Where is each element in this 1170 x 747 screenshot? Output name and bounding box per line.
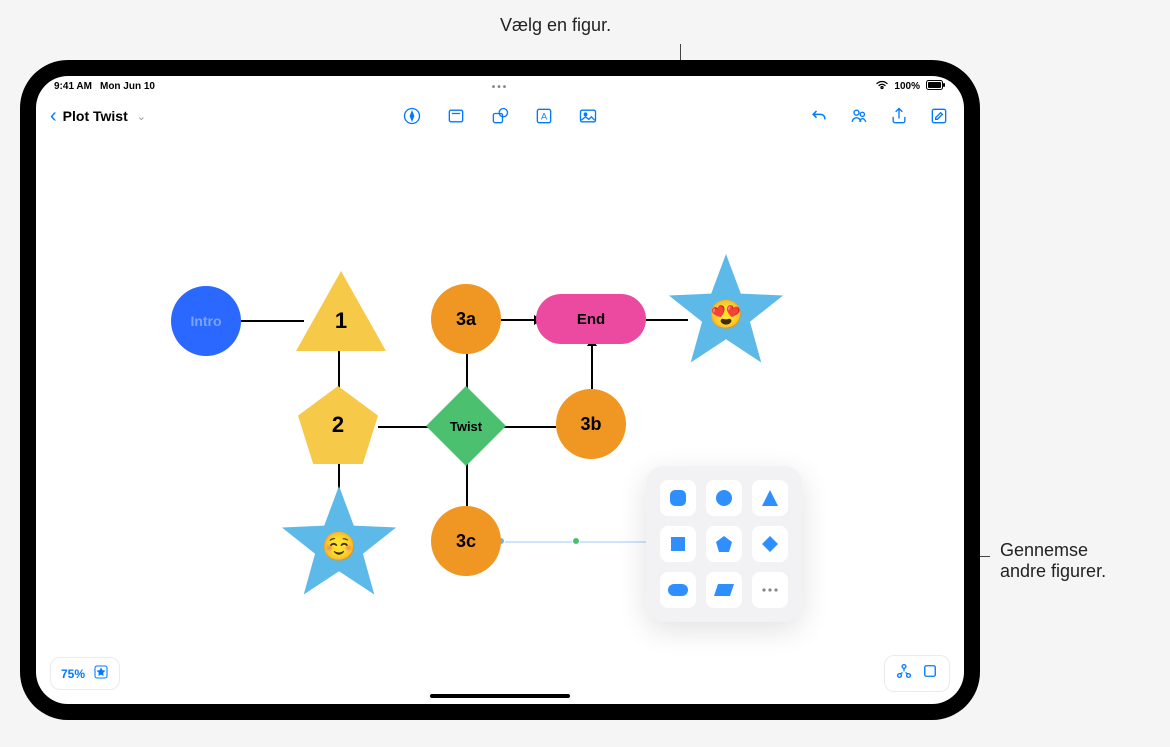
node-label: 1 [335, 308, 347, 334]
node-intro[interactable]: Intro [171, 286, 241, 356]
node-n3a[interactable]: 3a [431, 284, 501, 354]
edge[interactable] [466, 354, 468, 388]
edge[interactable] [591, 344, 593, 389]
node-twist[interactable]: Twist [426, 386, 506, 466]
node-star1[interactable]: 😍 [666, 254, 786, 374]
node-label: 3c [456, 531, 476, 552]
node-label: 3b [580, 414, 601, 435]
picker-pentagon[interactable] [706, 526, 742, 562]
status-time: 9:41 AM [54, 81, 92, 92]
node-n2[interactable]: 2 [298, 386, 378, 464]
node-n1[interactable]: 1 [296, 271, 386, 351]
battery-icon [926, 80, 946, 93]
node-label: ☺️ [322, 530, 357, 563]
picker-square[interactable] [660, 526, 696, 562]
status-bar: 9:41 AM Mon Jun 10 ••• 100% [36, 76, 964, 96]
undo-icon[interactable] [808, 105, 830, 127]
node-label: 😍 [709, 298, 744, 331]
node-label: Intro [190, 313, 221, 329]
callout-right: Gennemse andre figurer. [1000, 540, 1106, 582]
callout-right-line2: andre figurer. [1000, 561, 1106, 582]
callout-right-line1: Gennemse [1000, 540, 1106, 561]
shape-tool-icon[interactable] [489, 105, 511, 127]
top-toolbar: ‹ Plot Twist ⌄ A [36, 96, 964, 136]
selection-handle[interactable] [572, 537, 580, 545]
wifi-icon [876, 80, 888, 93]
picker-rounded-square[interactable] [660, 480, 696, 516]
canvas[interactable]: Intro 1 2 Twist 3a 3b 3c End 😍 ☺️ [36, 136, 964, 664]
node-n3c[interactable]: 3c [431, 506, 501, 576]
callout-top: Vælg en figur. [500, 15, 611, 36]
connection-mode-icon[interactable] [895, 662, 913, 685]
zoom-control[interactable]: 75% [50, 657, 120, 690]
edge[interactable] [504, 426, 556, 428]
back-button[interactable]: ‹ [50, 105, 57, 128]
picker-parallelogram[interactable] [706, 572, 742, 608]
collaborate-icon[interactable] [848, 105, 870, 127]
share-icon[interactable] [888, 105, 910, 127]
edge[interactable] [378, 426, 428, 428]
selection-mode-icon[interactable] [921, 662, 939, 685]
picker-diamond[interactable] [752, 526, 788, 562]
edge[interactable] [466, 464, 468, 506]
node-end[interactable]: End [536, 294, 646, 344]
document-title[interactable]: Plot Twist [63, 108, 128, 124]
ipad-frame: 9:41 AM Mon Jun 10 ••• 100% ‹ Plot Twist… [20, 60, 980, 720]
edge[interactable] [501, 319, 536, 321]
media-tool-icon[interactable] [577, 105, 599, 127]
pen-tool-icon[interactable] [401, 105, 423, 127]
title-chevron-icon[interactable]: ⌄ [137, 110, 146, 123]
picker-more[interactable] [752, 572, 788, 608]
home-indicator[interactable] [430, 694, 570, 698]
svg-text:A: A [541, 111, 548, 121]
battery-text: 100% [894, 81, 920, 92]
node-star2[interactable]: ☺️ [279, 486, 399, 606]
bottom-bar: 75% [50, 655, 950, 692]
ipad-screen: 9:41 AM Mon Jun 10 ••• 100% ‹ Plot Twist… [36, 76, 964, 704]
shape-picker [646, 466, 802, 622]
edge[interactable] [241, 320, 304, 322]
status-date: Mon Jun 10 [100, 81, 155, 92]
node-label: Twist [450, 419, 482, 434]
picker-pill[interactable] [660, 572, 696, 608]
multitask-indicator[interactable]: ••• [492, 82, 509, 93]
favorites-icon[interactable] [93, 664, 109, 683]
edit-icon[interactable] [928, 105, 950, 127]
picker-circle[interactable] [706, 480, 742, 516]
picker-triangle[interactable] [752, 480, 788, 516]
node-n3b[interactable]: 3b [556, 389, 626, 459]
node-label: 3a [456, 309, 476, 330]
edge[interactable] [338, 350, 340, 388]
zoom-value: 75% [61, 667, 85, 681]
node-label: End [577, 311, 605, 328]
note-tool-icon[interactable] [445, 105, 467, 127]
text-tool-icon[interactable]: A [533, 105, 555, 127]
node-label: 2 [332, 412, 344, 438]
